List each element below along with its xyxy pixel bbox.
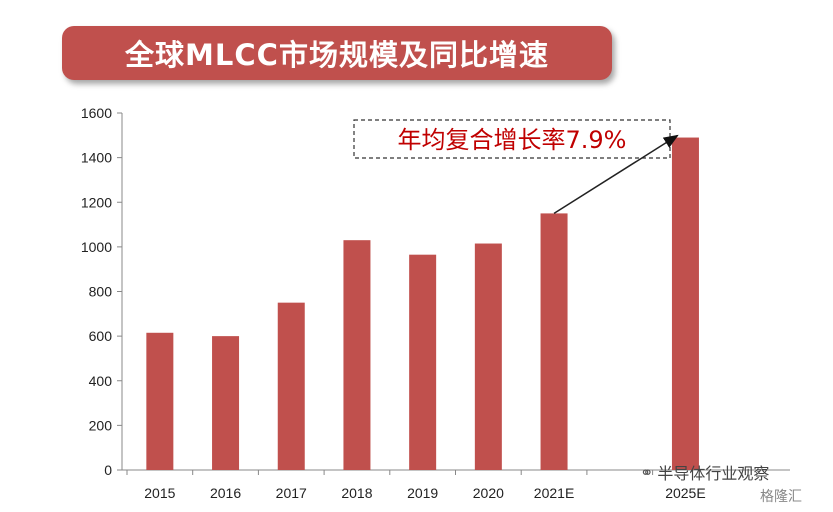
bar [343, 240, 371, 470]
y-tick-label: 200 [89, 417, 113, 433]
x-tick-label: 2019 [407, 485, 438, 501]
cagr-annotation: 年均复合增长率7.9% [353, 119, 679, 215]
wechat-icon: ⚭ [640, 462, 654, 482]
bar [409, 254, 437, 470]
x-tick-label: 2021E [534, 485, 574, 501]
watermark-text: 半导体行业观察 [657, 464, 770, 483]
bar [474, 243, 502, 470]
annotation-text: 年均复合增长率7.9% [398, 126, 627, 154]
y-tick-label: 1200 [81, 194, 112, 210]
x-tick-label: 2020 [473, 485, 504, 501]
x-tick-label: 2015 [144, 485, 175, 501]
y-tick-label: 1600 [81, 105, 112, 121]
y-tick-label: 1000 [81, 239, 112, 255]
x-tick-label: 2016 [210, 485, 241, 501]
chart-title-banner: 全球MLCC市场规模及同比增速 [62, 26, 612, 80]
watermark-secondary: 格隆汇 [760, 489, 802, 505]
y-tick-label: 400 [89, 373, 113, 389]
bar [146, 332, 174, 470]
bar [671, 137, 699, 470]
x-tick-label: 2017 [276, 485, 307, 501]
x-tick-label: 2025E [665, 485, 705, 501]
y-tick-label: 600 [89, 328, 113, 344]
bar [212, 336, 240, 470]
y-tick-label: 1400 [81, 150, 112, 166]
bar [277, 302, 305, 470]
watermark: ⚭ 半导体行业观察 [640, 460, 769, 484]
x-tick-label: 2018 [341, 485, 372, 501]
bars [146, 137, 699, 470]
trend-arrow [553, 134, 679, 215]
annotation-box [353, 119, 671, 159]
y-tick-label: 0 [104, 462, 112, 478]
y-tick-label: 800 [89, 284, 113, 300]
axes: 0 200 400 600 800 1000 1200 1400 1600 2015 2016 201… [81, 105, 790, 501]
bar [540, 213, 568, 470]
chart-title: 全球MLCC市场规模及同比增速 [125, 38, 549, 72]
